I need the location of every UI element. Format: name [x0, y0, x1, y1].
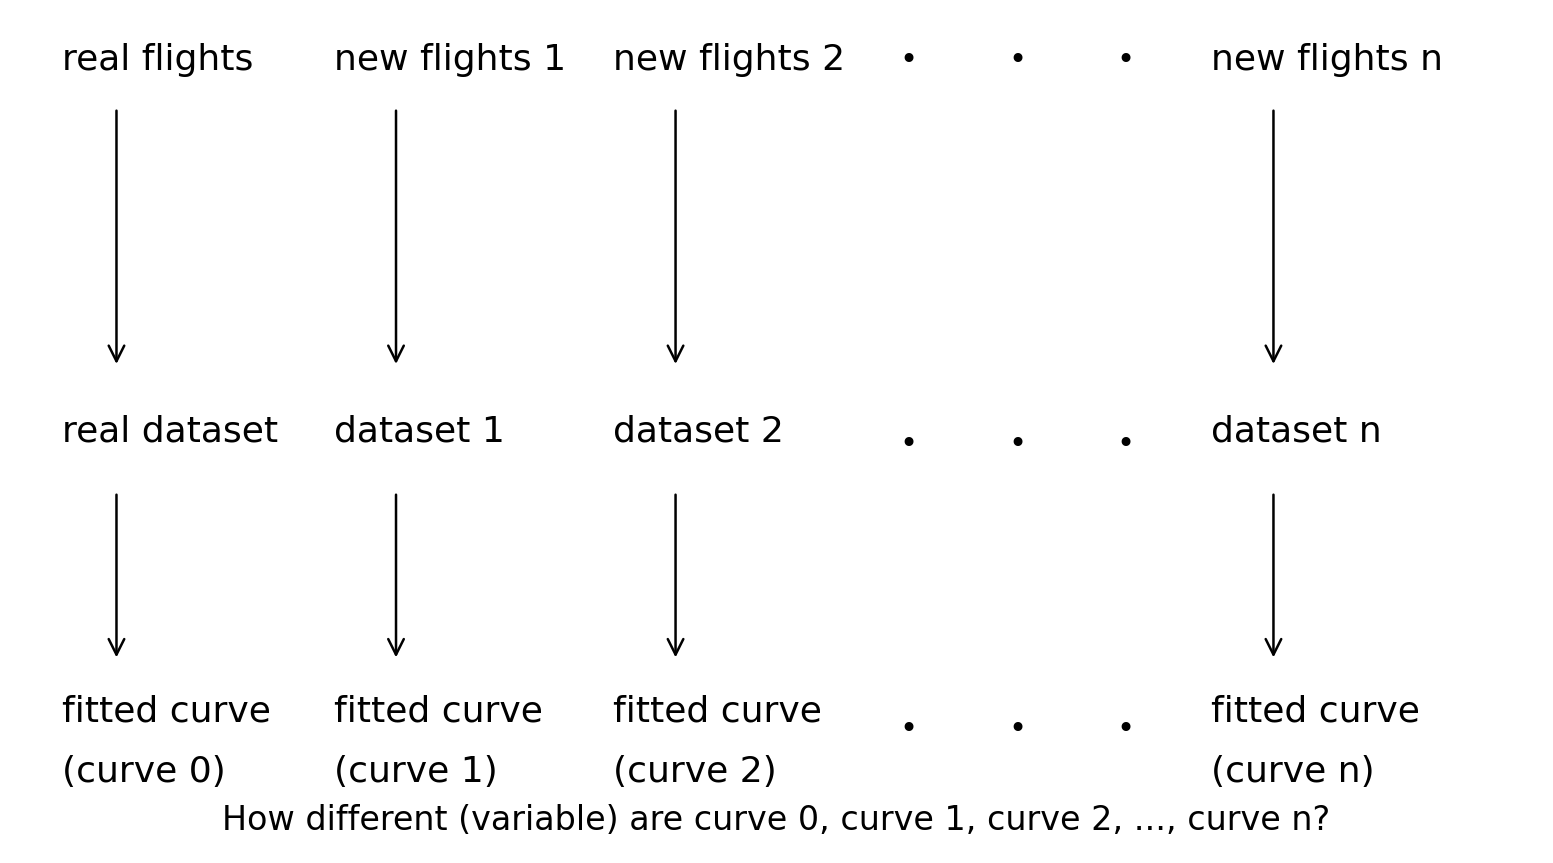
Text: new flights 2: new flights 2: [613, 43, 845, 77]
Text: (curve 2): (curve 2): [613, 755, 776, 790]
Text: •: •: [899, 46, 918, 75]
Text: real dataset: real dataset: [62, 414, 278, 449]
Text: dataset 2: dataset 2: [613, 414, 784, 449]
Text: (curve 1): (curve 1): [334, 755, 497, 790]
Text: •: •: [899, 430, 918, 459]
Text: •: •: [899, 715, 918, 744]
Text: •: •: [1117, 46, 1135, 75]
Text: •: •: [1008, 715, 1027, 744]
Text: •: •: [1008, 430, 1027, 459]
Text: (curve n): (curve n): [1211, 755, 1374, 790]
Text: •: •: [1117, 715, 1135, 744]
Text: new flights 1: new flights 1: [334, 43, 565, 77]
Text: fitted curve: fitted curve: [334, 695, 542, 729]
Text: dataset 1: dataset 1: [334, 414, 505, 449]
Text: •: •: [1008, 46, 1027, 75]
Text: dataset n: dataset n: [1211, 414, 1382, 449]
Text: (curve 0): (curve 0): [62, 755, 225, 790]
Text: fitted curve: fitted curve: [1211, 695, 1419, 729]
Text: new flights n: new flights n: [1211, 43, 1443, 77]
Text: fitted curve: fitted curve: [613, 695, 822, 729]
Text: How different (variable) are curve 0, curve 1, curve 2, ..., curve n?: How different (variable) are curve 0, cu…: [222, 804, 1331, 837]
Text: fitted curve: fitted curve: [62, 695, 270, 729]
Text: real flights: real flights: [62, 43, 253, 77]
Text: •: •: [1117, 430, 1135, 459]
